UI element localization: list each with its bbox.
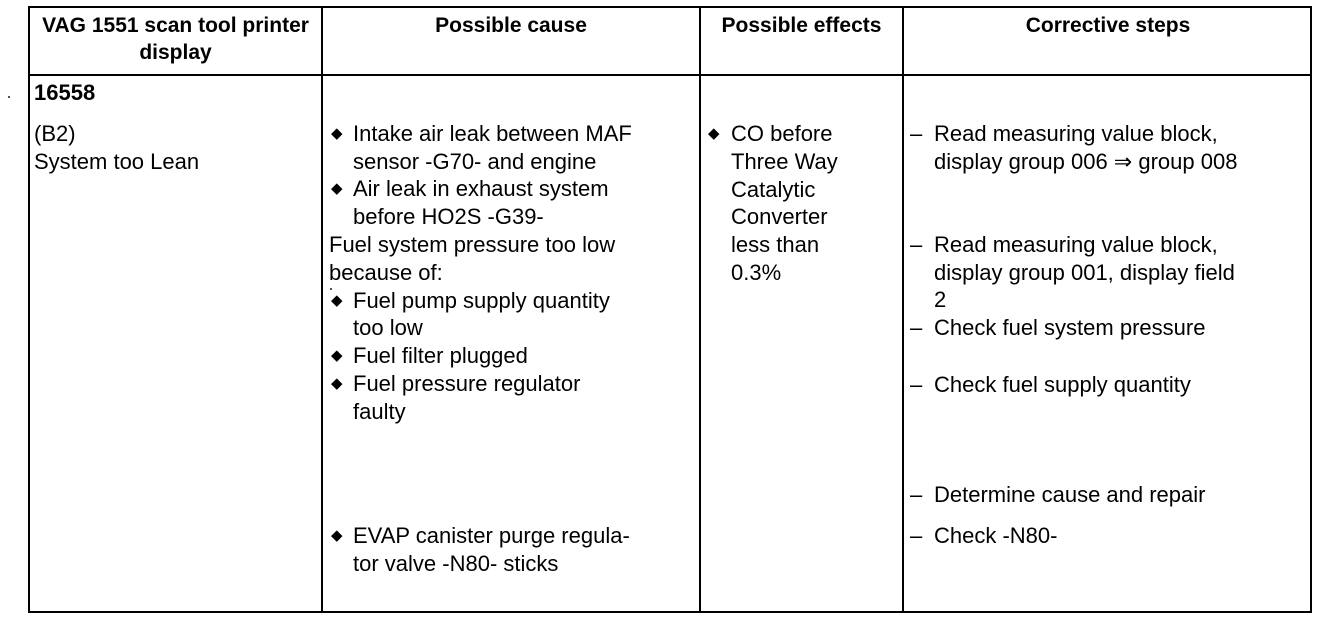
effect-line: Catalytic: [731, 177, 816, 202]
bullet-icon: ◆: [331, 180, 343, 197]
step-line: display group 001, display field: [934, 260, 1235, 285]
bullet-icon: ◆: [331, 125, 343, 142]
header-possible-cause: Possible cause: [435, 14, 587, 37]
cause-line: Fuel pump supply quantity: [353, 288, 610, 313]
fault-bank: (B2): [34, 121, 76, 146]
step-line: Determine cause and repair: [934, 482, 1206, 507]
dash-icon: –: [910, 315, 923, 340]
step-line: display group 006 ⇒ group 008: [934, 149, 1238, 174]
dash-icon: –: [910, 232, 923, 257]
cause-line: because of:: [329, 260, 443, 285]
scan-speck: [330, 288, 332, 290]
header-divider: [30, 74, 1310, 76]
dash-icon: –: [910, 523, 923, 548]
column-divider: [902, 8, 904, 611]
diagnostic-table: VAG 1551 scan tool printer display Possi…: [28, 6, 1312, 613]
dash-icon: –: [910, 121, 923, 146]
cause-line: Fuel filter plugged: [353, 343, 528, 368]
step-line: Read measuring value block,: [934, 232, 1218, 257]
cause-line: Fuel system pressure too low: [329, 232, 616, 257]
effect-line: less than: [731, 232, 820, 257]
bullet-icon: ◆: [331, 375, 343, 392]
effect-line: CO before: [731, 121, 833, 146]
effect-line: 0.3%: [731, 260, 782, 285]
scan-speck: [8, 96, 10, 98]
cause-line: too low: [353, 315, 423, 340]
header-scan-tool-display: VAG 1551 scan tool printer display: [42, 14, 309, 64]
cause-line: faulty: [353, 399, 406, 424]
effect-line: Three Way: [731, 149, 838, 174]
step-line: 2: [934, 287, 947, 312]
cause-line: sensor -G70- and engine: [353, 149, 597, 174]
fault-code: 16558: [34, 80, 96, 105]
cause-line: EVAP canister purge regula-: [353, 523, 630, 548]
dash-icon: –: [910, 482, 923, 507]
bullet-icon: ◆: [331, 527, 343, 544]
dash-icon: –: [910, 372, 923, 397]
step-line: Check fuel supply quantity: [934, 372, 1191, 397]
effect-line: Converter: [731, 204, 828, 229]
cause-line: tor valve -N80- sticks: [353, 551, 559, 576]
cause-line: before HO2S -G39-: [353, 204, 544, 229]
header-possible-effects: Possible effects: [721, 14, 882, 37]
column-divider: [699, 8, 701, 611]
column-divider: [321, 8, 323, 611]
cause-line: Air leak in exhaust system: [353, 176, 609, 201]
cause-line: Intake air leak between MAF: [353, 121, 632, 146]
bullet-icon: ◆: [331, 347, 343, 364]
step-line: Check fuel system pressure: [934, 315, 1206, 340]
fault-message: System too Lean: [34, 149, 200, 174]
cause-line: Fuel pressure regulator: [353, 371, 581, 396]
bullet-icon: ◆: [708, 125, 720, 142]
header-corrective-steps: Corrective steps: [1025, 14, 1191, 37]
bullet-icon: ◆: [331, 292, 343, 309]
step-line: Check -N80-: [934, 523, 1058, 548]
step-line: Read measuring value block,: [934, 121, 1218, 146]
